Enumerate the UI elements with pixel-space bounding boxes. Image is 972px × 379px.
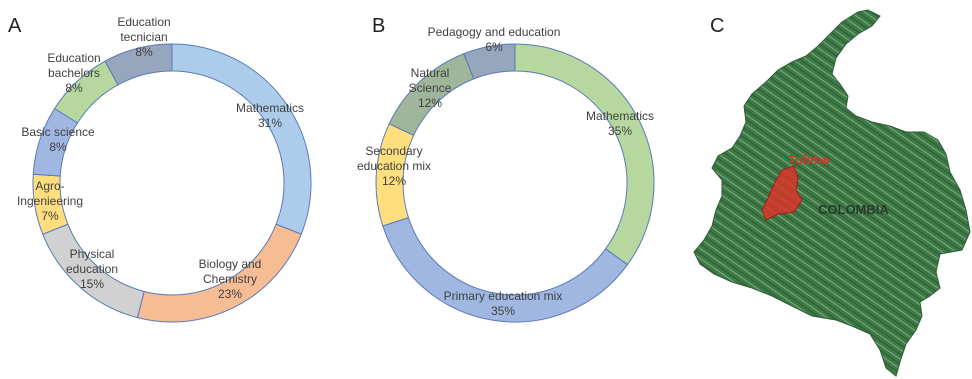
slice-value-biology-and-chemistry: 23% xyxy=(218,287,242,301)
slice-label-mathematics: Mathematics 35% xyxy=(586,109,654,138)
slice-value-basic-science: 8% xyxy=(49,140,67,154)
colombia-outline xyxy=(693,9,971,377)
slice-value-secondary-education-mix: 12% xyxy=(382,174,406,188)
slice-value-education-bachelors: 8% xyxy=(65,81,83,95)
slice-value-physical-education: 15% xyxy=(80,277,104,291)
slice-mathematics xyxy=(171,43,312,235)
slice-label-education-bachelors: Education bachelors 8% xyxy=(47,51,100,95)
colombia-map: Tolima COLOMBIA xyxy=(693,9,971,377)
slice-label-secondary-education-mix: Secondary education mix 12% xyxy=(357,144,431,188)
slice-value-education-tecnician: 8% xyxy=(135,45,153,59)
colombia-label: COLOMBIA xyxy=(818,202,889,217)
panel-letter-a: A xyxy=(8,15,22,37)
tolima-region xyxy=(761,165,803,221)
slice-label-basic-science: Basic science 8% xyxy=(21,125,95,154)
slice-value-pedagogy-and-education: 6% xyxy=(485,40,503,54)
slice-education-tecnician xyxy=(104,43,173,86)
slice-label-physical-education: Physical education 15% xyxy=(66,247,118,291)
slice-label-primary-education-mix: Primary education mix 35% xyxy=(444,289,563,318)
slice-value-mathematics: 31% xyxy=(258,116,282,130)
tolima-label: Tolima xyxy=(788,152,830,167)
slice-label-natural-science: Natural Science 12% xyxy=(409,66,452,110)
slice-value-mathematics: 35% xyxy=(608,124,632,138)
slice-pedagogy-and-education xyxy=(463,43,516,80)
slice-label-pedagogy-and-education: Pedagogy and education 6% xyxy=(428,25,561,54)
slice-mathematics xyxy=(514,43,655,266)
slice-value-natural-science: 12% xyxy=(418,96,442,110)
slice-label-agro-ingenieering: Agro-Ingenieering 7% xyxy=(17,179,83,223)
slice-label-education-tecnician: Education tecnician 8% xyxy=(117,15,170,59)
panel-letter-c: C xyxy=(710,15,724,37)
slice-label-mathematics: Mathematics 31% xyxy=(236,101,304,130)
donut-chart-a: Mathematics 31% Biology and Chemistry 23% Phy… xyxy=(17,15,312,323)
slice-value-primary-education-mix: 35% xyxy=(491,304,515,318)
panel-letter-b: B xyxy=(372,15,385,37)
donut-chart-b: Mathematics 35% Primary education mix 35% Se… xyxy=(357,25,655,323)
slice-label-biology-and-chemistry: Biology and Chemistry 23% xyxy=(199,257,262,301)
slice-value-agro-ingenieering: 7% xyxy=(41,209,59,223)
